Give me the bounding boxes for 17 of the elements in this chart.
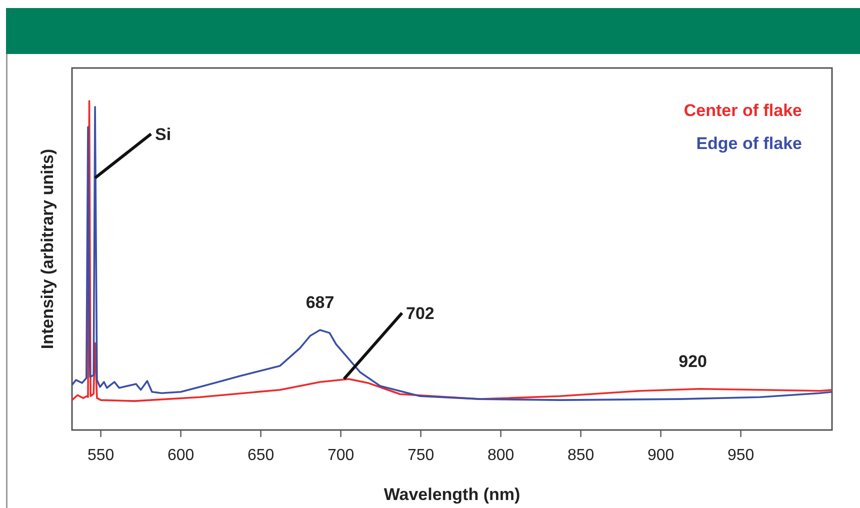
x-tick-label: 550 (87, 447, 114, 464)
y-axis-title: Intensity (arbitrary units) (38, 148, 57, 350)
text: Edge of flake (696, 134, 802, 153)
annotation: 687 (306, 292, 334, 312)
x-axis-title: Wavelength (nm) (384, 485, 520, 504)
text: Center of flake (684, 101, 802, 120)
x-tick-label: 800 (487, 447, 514, 464)
annotation: Si (155, 124, 172, 144)
x-tick-label: 850 (567, 447, 594, 464)
annotation: 920 (678, 352, 707, 371)
x-tick-label: 750 (407, 447, 434, 464)
x-tick-label: 700 (327, 447, 354, 464)
annotation: 702 (406, 304, 434, 324)
x-tick-label: 900 (647, 447, 674, 464)
x-tick-label: 600 (167, 447, 194, 464)
x-tick-label: 650 (247, 447, 274, 464)
x-tick-label: 950 (727, 447, 754, 464)
